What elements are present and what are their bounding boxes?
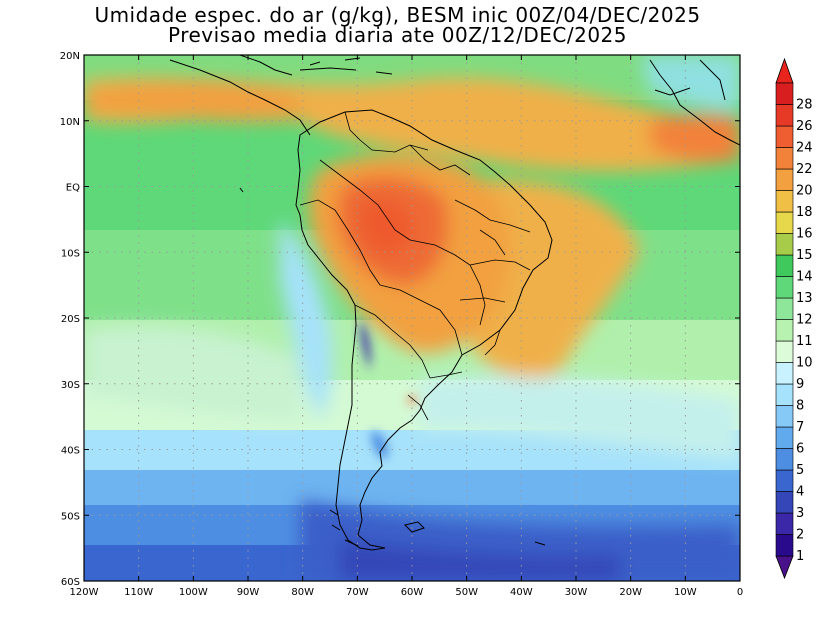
colorbar-label: 10 — [796, 356, 813, 371]
colorbar-swatch — [775, 168, 794, 191]
colorbar-label: 9 — [796, 377, 804, 392]
colorbar-swatch — [775, 190, 794, 213]
colorbar-label: 7 — [796, 420, 804, 435]
colorbar-swatch — [775, 469, 794, 492]
colorbar-swatch — [775, 491, 794, 514]
humidity-field — [84, 55, 740, 581]
colorbar-label: 4 — [796, 485, 804, 500]
colorbar-label: 18 — [796, 205, 813, 220]
axis-ticks — [83, 54, 741, 582]
lon-label: 50W — [455, 587, 478, 598]
colorbar-swatch — [775, 405, 794, 428]
lon-label: 120W — [70, 587, 99, 598]
lon-label: 80W — [291, 587, 314, 598]
colorbar-label: 28 — [796, 98, 813, 113]
map-title: Umidade espec. do ar (g/kg), BESM inic 0… — [94, 3, 701, 27]
colorbar-swatch — [775, 125, 794, 148]
lon-label: 100W — [179, 587, 208, 598]
colorbar-label: 22 — [796, 162, 813, 177]
lon-label: 30W — [565, 587, 588, 598]
colorbar-swatch — [775, 297, 794, 320]
colorbar-label: 11 — [796, 334, 813, 349]
colorbar-label: 14 — [796, 270, 813, 285]
colorbar-swatch — [775, 233, 794, 256]
colorbar-swatch — [775, 340, 794, 363]
map-subtitle: Previsao media diaria ate 00Z/12/DEC/202… — [168, 23, 627, 47]
colorbar-label: 16 — [796, 227, 813, 242]
colorbar-label: 24 — [796, 141, 813, 156]
lat-label: 20S — [61, 314, 80, 325]
colorbar-label: 2 — [796, 528, 804, 543]
lat-label: 10N — [60, 117, 80, 128]
colorbar-swatch — [775, 512, 794, 535]
colorbar-under-arrow — [775, 555, 794, 580]
lon-label: 10W — [674, 587, 697, 598]
colorbar-label: 3 — [796, 506, 804, 521]
colorbar-swatch — [775, 211, 794, 234]
lat-label: 40S — [61, 446, 80, 457]
colorbar-swatch — [775, 534, 794, 557]
colorbar-swatch — [775, 147, 794, 170]
colorbar-label: 6 — [796, 442, 804, 457]
lat-label: 20N — [60, 51, 80, 62]
lat-label: 50S — [61, 511, 80, 522]
colorbar-label: 1 — [796, 549, 804, 564]
colorbar-swatch — [775, 362, 794, 385]
lat-label: 30S — [61, 380, 80, 391]
lon-label: 110W — [124, 587, 153, 598]
lat-label: 10S — [61, 248, 80, 259]
lon-label: 40W — [510, 587, 533, 598]
colorbar-label: 8 — [796, 399, 804, 414]
colorbar-swatch — [775, 276, 794, 299]
colorbar-swatch — [775, 383, 794, 406]
latitude-labels: 20N 10N EQ 10S 20S 30S 40S 50S 60S — [60, 51, 80, 588]
lat-lon-grid — [84, 55, 740, 581]
colorbar-swatch — [775, 82, 794, 105]
colorbar-swatch — [775, 448, 794, 471]
colorbar-label: 20 — [796, 184, 813, 199]
country-borders — [299, 111, 531, 421]
colorbar-label: 26 — [796, 119, 813, 134]
lon-label: 0 — [737, 587, 743, 598]
lon-label: 20W — [619, 587, 642, 598]
colorbar-swatch — [775, 254, 794, 277]
lon-label: 70W — [346, 587, 369, 598]
coastlines — [169, 55, 740, 551]
colorbar-label: 13 — [796, 291, 813, 306]
colorbar-label: 12 — [796, 313, 813, 328]
colorbar-swatch — [775, 104, 794, 127]
colorbar-label: 15 — [796, 248, 813, 263]
lon-label: 90W — [237, 587, 260, 598]
lat-label: 60S — [61, 577, 80, 588]
lat-label: EQ — [66, 183, 80, 194]
longitude-labels: 120W 110W 100W 90W 80W 70W 60W 50W 40W 30W 20W 10W 0 — [70, 587, 744, 598]
colorbar-over-arrow — [775, 57, 794, 84]
colorbar-label: 5 — [796, 463, 804, 478]
lon-label: 60W — [401, 587, 424, 598]
colorbar-swatch — [775, 426, 794, 449]
colorbar-swatch — [775, 319, 794, 342]
